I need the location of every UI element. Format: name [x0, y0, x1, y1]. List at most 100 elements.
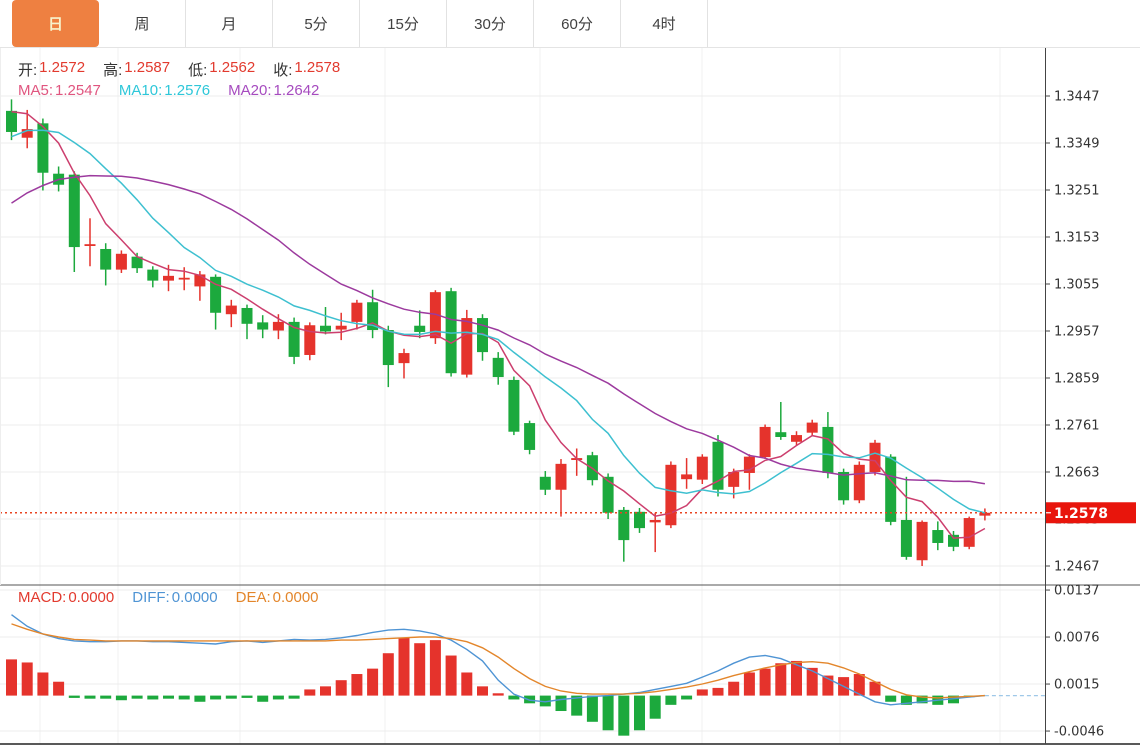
macd-hist-bar — [916, 695, 928, 704]
axis-tick-label: 0.0015 — [1054, 678, 1100, 693]
candle-body — [131, 256, 143, 269]
candle-body — [948, 534, 959, 547]
macd-hist-bar — [806, 667, 818, 696]
close-item: 收: 1.2578 — [273, 59, 340, 80]
axis-tick-label: 1.3349 — [1054, 137, 1100, 152]
macd-hist-bar — [681, 695, 693, 700]
candle-body — [712, 441, 724, 490]
candle-body — [257, 322, 269, 330]
candle-body — [461, 318, 473, 375]
diff-line — [11, 614, 985, 706]
ma5-label: MA5: — [18, 82, 54, 99]
dea-line — [11, 623, 985, 699]
candle-body — [398, 353, 410, 364]
candle-body — [147, 269, 159, 281]
ma10-line — [11, 129, 986, 514]
candle-body — [84, 244, 96, 246]
macd-hist-bar — [194, 695, 206, 702]
candle-body — [288, 321, 300, 357]
ma20-line — [11, 174, 986, 485]
candle-body — [163, 275, 174, 281]
tab-60min[interactable]: 60分 — [534, 0, 621, 47]
macd-hist-bar — [304, 689, 316, 696]
candle-body — [932, 530, 944, 543]
tab-day[interactable]: 日 — [12, 0, 99, 47]
candle-body — [853, 464, 865, 501]
tab-15min[interactable]: 15分 — [360, 0, 447, 47]
macd-hist-bar — [634, 695, 645, 731]
candle-body — [822, 426, 834, 473]
high-item: 高: 1.2587 — [103, 59, 170, 80]
macd-hist-bar — [178, 695, 190, 700]
tab-week[interactable]: 周 — [99, 0, 186, 47]
macd-hist-bar — [288, 695, 300, 699]
diff-value: 0.0000 — [171, 589, 218, 606]
ma5-line — [11, 110, 986, 539]
tab-5min[interactable]: 5分 — [273, 0, 360, 47]
candle-body — [414, 325, 426, 332]
macd-item: MACD: 0.0000 — [18, 589, 114, 606]
candle-body — [885, 456, 897, 522]
macd-hist-bar — [210, 695, 222, 700]
open-value: 1.2572 — [39, 59, 86, 76]
ma10-label: MA10: — [118, 82, 163, 99]
macd-hist-bar — [320, 686, 331, 696]
macd-legend: MACD: 0.0000 DIFF: 0.0000 DEA: 0.0000 — [18, 589, 337, 606]
close-label: 收: — [273, 62, 293, 79]
macd-hist-bar — [335, 680, 347, 696]
tab-month[interactable]: 月 — [186, 0, 273, 47]
dea-label: DEA: — [235, 589, 271, 606]
diff-label: DIFF: — [132, 589, 170, 606]
tab-4hour[interactable]: 4时 — [621, 0, 708, 47]
macd-hist-bar — [586, 695, 598, 722]
macd-hist-bar — [68, 695, 80, 698]
timeframe-tabbar: 日 周 月 5分 15分 30分 60分 4时 — [0, 0, 1140, 48]
macd-hist-bar — [822, 675, 834, 696]
axis-tick-label: 1.3055 — [1054, 278, 1100, 293]
axis-tick-label: 0.0076 — [1054, 631, 1100, 646]
macd-hist-bar — [367, 668, 379, 696]
candle-body — [618, 509, 630, 541]
candle-body — [806, 422, 818, 433]
candle-body — [696, 456, 708, 480]
candle-body — [963, 518, 975, 547]
macd-hist-bar — [900, 695, 912, 705]
ma20-value: 1.2642 — [273, 82, 320, 99]
ma20-label: MA20: — [228, 82, 272, 99]
open-item: 开: 1.2572 — [18, 59, 85, 80]
candle-body — [759, 426, 771, 458]
low-value: 1.2562 — [209, 59, 256, 76]
macd-hist-bar — [696, 689, 708, 696]
candle-body — [791, 435, 802, 442]
macd-hist-bar — [555, 695, 567, 712]
candle-body — [681, 474, 693, 480]
candle-body — [900, 519, 912, 557]
ma10-item: MA10: 1.2576 — [119, 82, 210, 99]
macd-hist-bar — [791, 660, 802, 696]
macd-hist-bar — [885, 695, 897, 702]
candle-body — [649, 519, 661, 523]
macd-hist-bar — [398, 637, 410, 696]
tab-30min[interactable]: 30分 — [447, 0, 534, 47]
candle-body — [445, 291, 457, 374]
macd-label: MACD: — [18, 589, 67, 606]
axis-tick-label: 1.3447 — [1054, 90, 1100, 105]
candle-body — [241, 307, 253, 324]
axis-tick-label: -0.0046 — [1054, 725, 1104, 740]
macd-hist-bar — [728, 681, 740, 696]
macd-hist-bar — [508, 695, 520, 700]
candle-body — [100, 248, 112, 270]
macd-hist-bar — [539, 695, 551, 707]
ohlc-legend: 开: 1.2572 高: 1.2587 低: 1.2562 收: 1.2578 — [18, 59, 358, 80]
ma20-item: MA20: 1.2642 — [228, 82, 319, 99]
ma5-value: 1.2547 — [55, 82, 101, 99]
candle-body — [68, 174, 80, 248]
candle-body — [775, 432, 787, 437]
diff-item: DIFF: 0.0000 — [132, 589, 217, 606]
candle-body — [351, 302, 363, 322]
low-label: 低: — [188, 62, 208, 79]
candle-body — [304, 325, 316, 355]
candle-body — [429, 292, 441, 339]
macd-hist-bar — [712, 687, 724, 696]
